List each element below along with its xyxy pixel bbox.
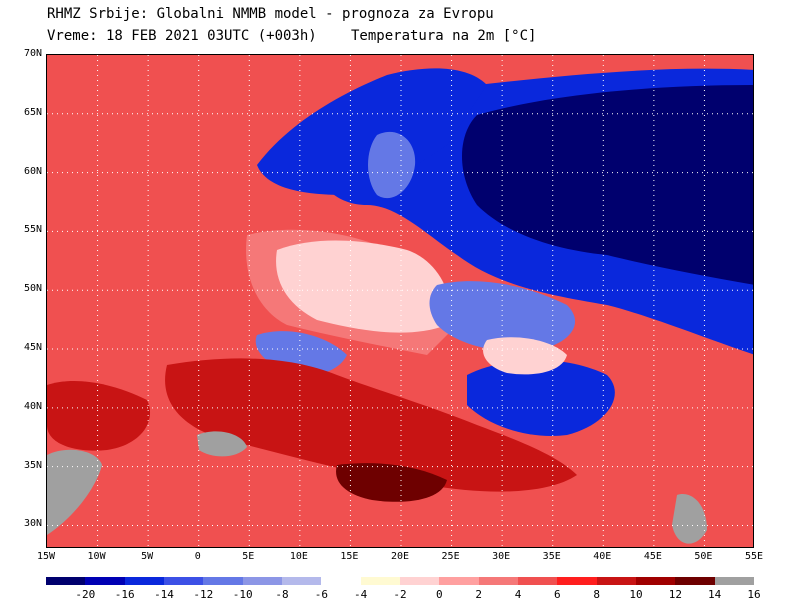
colorbar-swatch — [242, 577, 282, 585]
colorbar-tick-label: 6 — [554, 588, 561, 601]
latitude-label: 65N — [23, 106, 42, 118]
variable-label: Temperatura na 2m [°C] — [351, 28, 537, 44]
latitude-label: 30N — [23, 518, 42, 530]
colorbar-swatch — [321, 577, 361, 585]
longitude-label: 15W — [36, 551, 56, 562]
colorbar-swatch — [203, 577, 243, 585]
latitude-label: 50N — [23, 283, 42, 295]
colorbar-swatch — [635, 577, 676, 585]
colorbar-swatch — [517, 577, 558, 585]
colorbar-swatch — [281, 577, 322, 585]
colorbar-tick-label: 16 — [747, 588, 761, 601]
colorbar-swatch — [360, 577, 400, 585]
colorbar-tick-label: 14 — [708, 588, 722, 601]
black-sea-pale — [483, 337, 567, 375]
russia-deep-cold — [462, 85, 753, 285]
longitude-label: 0 — [194, 551, 201, 562]
colorbar-swatch — [439, 577, 479, 585]
map-canvas — [47, 55, 753, 547]
colorbar-tick-label: -14 — [154, 588, 174, 601]
longitude-label: 25E — [441, 551, 460, 562]
mediterranean-hot — [165, 358, 578, 492]
atlas-nodata — [47, 449, 102, 535]
latitude-label: 45N — [23, 342, 42, 354]
latitude-label: 55N — [23, 224, 42, 236]
colorbar-tick-label: -6 — [314, 588, 328, 601]
longitude-label: 35E — [542, 551, 561, 562]
longitude-label: 45E — [643, 551, 662, 562]
caucasus-cold — [467, 360, 615, 436]
colorbar-swatch — [478, 577, 518, 585]
red-sea-nodata — [672, 494, 707, 544]
map-subtitle: Vreme: 18 FEB 2021 03UTC (+003h) Temperat… — [47, 28, 536, 44]
longitude-label: 5W — [141, 551, 154, 562]
longitude-label: 10W — [87, 551, 106, 562]
forecast-time: Vreme: 18 FEB 2021 03UTC (+003h) — [47, 28, 317, 44]
ukraine-cool — [429, 281, 576, 352]
longitude-label: 5E — [242, 551, 255, 562]
scandinavia-cold — [257, 68, 487, 195]
colorbar-swatch — [675, 577, 715, 585]
longitude-label: 20E — [390, 551, 410, 562]
central-europe-pale — [276, 240, 450, 333]
latitude-label: 35N — [23, 459, 42, 471]
colorbar-swatch — [163, 577, 204, 585]
latitude-label: 70N — [23, 48, 42, 59]
longitude-label: 15E — [340, 551, 359, 562]
alboran-nodata — [197, 431, 247, 457]
longitude-label: 55E — [744, 551, 764, 562]
colorbar-tick-label: 4 — [514, 588, 522, 601]
latitude-label: 40N — [23, 400, 42, 412]
colorbar-tick-label: -16 — [114, 588, 135, 601]
libya-hottest — [336, 463, 447, 502]
longitude-label: 10E — [289, 551, 308, 562]
finland-cool — [368, 131, 416, 199]
map-title: RHMZ Srbije: Globalni NMMB model - progn… — [47, 6, 494, 22]
colorbar-tick-label: -2 — [393, 588, 407, 601]
colorbar-swatch — [399, 577, 440, 585]
colorbar-swatch — [124, 577, 164, 585]
longitude-label: 30E — [492, 551, 511, 562]
colorbar-tick-label: -4 — [354, 588, 368, 601]
colorbar-tick-label: 10 — [629, 588, 643, 601]
latitude-label: 60N — [23, 165, 42, 177]
colorbar — [46, 577, 754, 585]
colorbar-tick-label: 8 — [593, 588, 600, 601]
colorbar-tick-label: 0 — [436, 588, 443, 601]
colorbar-tick-label: -10 — [232, 588, 253, 601]
colorbar-swatch — [557, 577, 597, 585]
colorbar-swatch — [46, 577, 86, 585]
colorbar-tick-label: 12 — [668, 588, 682, 601]
colorbar-tick-label: 2 — [475, 588, 482, 601]
longitude-label: 40E — [593, 551, 612, 562]
colorbar-swatch — [85, 577, 125, 585]
colorbar-swatch — [714, 577, 754, 585]
colorbar-tick-label: -20 — [75, 588, 96, 601]
colorbar-tick-label: -12 — [193, 588, 214, 601]
graticule — [47, 55, 753, 547]
longitude-label: 50E — [694, 551, 713, 562]
iberia-hot — [47, 380, 151, 451]
temperature-map — [46, 54, 754, 548]
colorbar-swatch — [596, 577, 636, 585]
colorbar-tick-label: -8 — [275, 588, 289, 601]
